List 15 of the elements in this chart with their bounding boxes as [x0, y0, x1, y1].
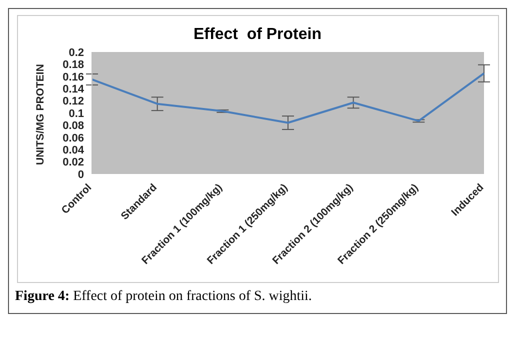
- y-tick-label: 0.02: [62, 156, 84, 169]
- caption: Figure 4: Effect of protein on fractions of S. wightii.: [15, 289, 312, 304]
- y-tick-label: 0.2: [68, 46, 84, 59]
- y-axis-title: UNITS/MG PROTEIN: [34, 64, 46, 165]
- line-series: [90, 72, 484, 124]
- y-tick-label: 0.1: [68, 108, 84, 120]
- y-tick-label: 0: [77, 168, 84, 181]
- y-tick-label: 0.06: [62, 132, 84, 144]
- y-tick-label: 0.12: [62, 96, 84, 108]
- y-tick-label: 0.08: [62, 120, 84, 132]
- y-tick-label: 0.18: [62, 59, 84, 72]
- y-tick-label: 0.16: [62, 71, 84, 84]
- y-tick-label: 0.14: [62, 84, 84, 96]
- chart-title: Effect of Protein: [192, 26, 322, 44]
- y-tick-label: 0.04: [62, 144, 84, 157]
